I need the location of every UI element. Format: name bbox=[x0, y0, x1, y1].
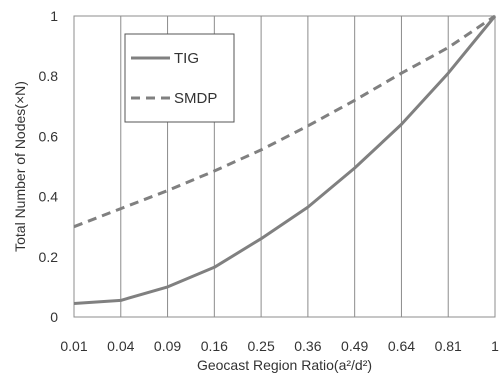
y-axis-title: Total Number of Nodes(×N) bbox=[12, 81, 28, 252]
x-tick-label: 0.49 bbox=[341, 338, 368, 354]
x-tick-label: 0.64 bbox=[388, 338, 415, 354]
legend-label-tig: TIG bbox=[174, 50, 199, 67]
x-tick-label: 0.25 bbox=[247, 338, 274, 354]
x-tick-label: 0.81 bbox=[435, 338, 462, 354]
series-line-tig bbox=[73, 15, 497, 305]
plot-area-frame bbox=[73, 15, 496, 318]
series-layer bbox=[73, 14, 497, 305]
y-tick-label: 0.4 bbox=[39, 189, 59, 205]
x-axis-tick-labels: 0.01 0.04 0.09 0.16 0.25 0.36 0.49 0.64 0.81 1 bbox=[60, 338, 499, 354]
legend-box bbox=[124, 33, 235, 123]
y-tick-label: 1 bbox=[50, 8, 58, 24]
x-tick-label: 0.01 bbox=[60, 338, 87, 354]
y-axis-tick-labels: 0 0.2 0.4 0.6 0.8 1 bbox=[39, 8, 59, 325]
x-tick-label: 0.04 bbox=[107, 338, 134, 354]
legend-label-smdp: SMDP bbox=[174, 90, 217, 107]
x-tick-label: 0.36 bbox=[294, 338, 321, 354]
x-tick-label: 1 bbox=[491, 338, 499, 354]
y-tick-label: 0.2 bbox=[39, 249, 59, 265]
series-line-smdp bbox=[73, 14, 496, 229]
legend: TIG SMDP bbox=[124, 33, 235, 123]
x-axis-title: Geocast Region Ratio(a²/d²) bbox=[197, 357, 372, 373]
y-tick-label: 0.8 bbox=[39, 68, 59, 84]
x-tick-label: 0.09 bbox=[154, 338, 181, 354]
y-tick-label: 0.6 bbox=[39, 128, 59, 144]
y-tick-label: 0 bbox=[50, 309, 58, 325]
x-tick-label: 0.16 bbox=[201, 338, 228, 354]
